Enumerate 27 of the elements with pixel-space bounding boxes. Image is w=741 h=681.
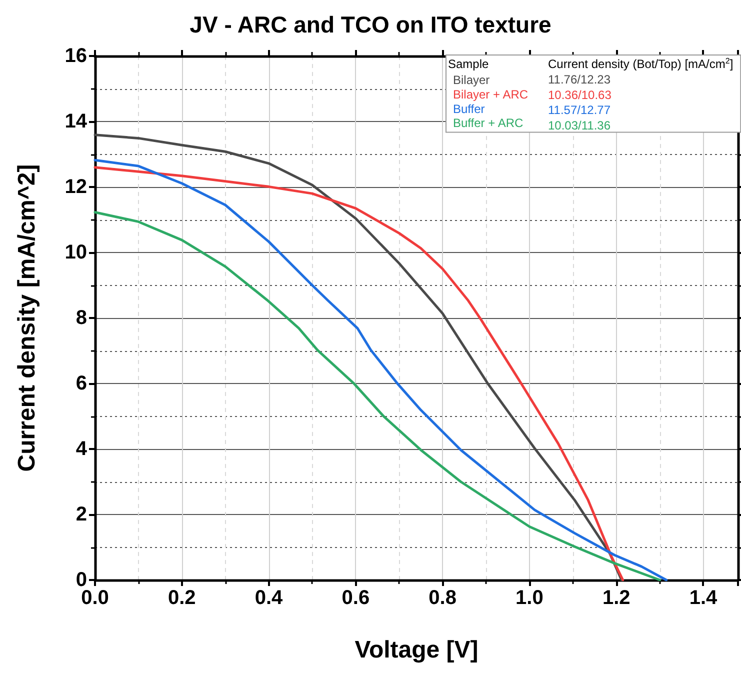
annotation: 10.36/10.63 xyxy=(548,88,612,102)
x-tick-label: 0.4 xyxy=(254,587,284,609)
chart-title: JV - ARC and TCO on ITO texture xyxy=(190,12,552,38)
y-tick-label: 8 xyxy=(76,307,87,329)
y-tick-label: 4 xyxy=(76,438,88,460)
annotation: 11.57/12.77 xyxy=(548,103,611,118)
annotation: 11.76/12.23 xyxy=(548,72,611,86)
x-tick-label: 0.6 xyxy=(342,587,370,609)
x-tick-label: 0.2 xyxy=(168,587,196,609)
y-tick-label: 10 xyxy=(64,242,87,264)
y-tick-label: 12 xyxy=(64,176,87,198)
y-tick-label: 14 xyxy=(64,110,88,132)
x-tick-label: 0.8 xyxy=(428,587,456,609)
x-tick-label: 1.0 xyxy=(516,587,544,609)
annotation: 10.03/11.36 xyxy=(548,118,611,133)
y-axis-title: Current density [mA/cm^2] xyxy=(14,164,40,472)
text: Bilayer xyxy=(453,73,490,87)
x-axis-title: Voltage [V] xyxy=(354,636,478,664)
text: Buffer xyxy=(453,102,485,116)
y-tick-label: 2 xyxy=(76,504,87,526)
x-tick-label: 1.2 xyxy=(602,587,630,609)
y-tick-label: 16 xyxy=(64,45,87,67)
y-tick-label: 6 xyxy=(76,372,87,394)
text: Bilayer + ARC xyxy=(453,87,528,102)
x-tick-label: 1.4 xyxy=(689,587,718,609)
legend-title: Sample xyxy=(448,57,490,71)
text: Buffer + ARC xyxy=(453,116,524,130)
